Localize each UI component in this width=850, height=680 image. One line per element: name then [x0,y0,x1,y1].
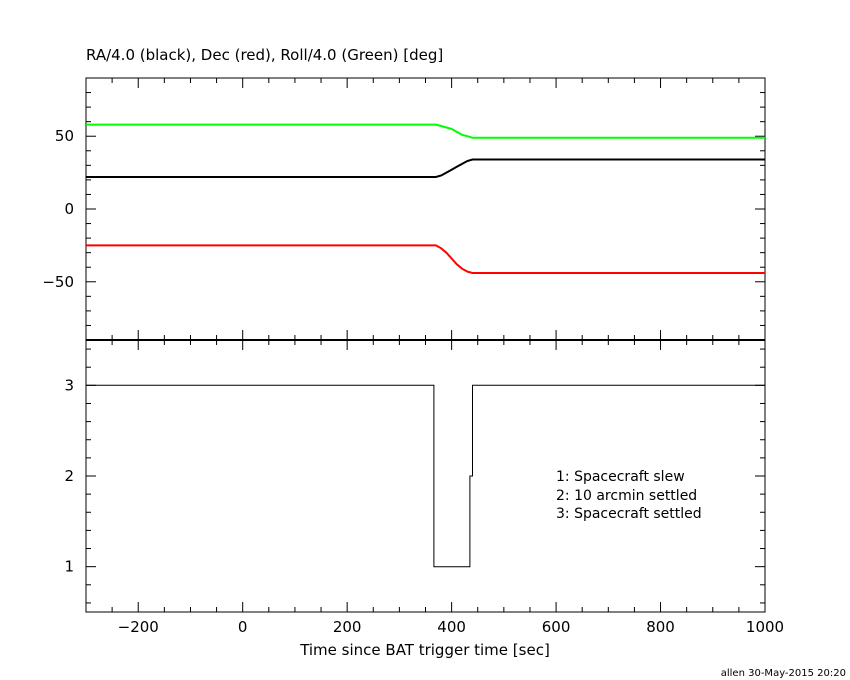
top-y-tick-label: 50 [55,127,74,145]
legend-entry-slew: 1: Spacecraft slew [556,469,685,485]
footer-timestamp: allen 30-May-2015 20:20 [721,668,846,679]
top-plot-frame [85,77,766,341]
x-tick-label: −200 [118,618,159,636]
bottom-y-tick-label: 2 [64,467,74,485]
legend-entry-spacecraft-settled: 3: Spacecraft settled [556,506,702,522]
top-chart-title: RA/4.0 (black), Dec (red), Roll/4.0 (Gre… [86,46,443,64]
x-tick-label: 600 [542,618,571,636]
x-tick-label: 0 [238,618,248,636]
top-y-tick-label: −50 [42,273,74,291]
top-series-line-1 [86,244,765,274]
x-tick-label: 800 [646,618,675,636]
x-tick-label: 1000 [746,618,784,636]
x-tick-label: 200 [333,618,362,636]
top-y-tick-label: 0 [64,200,74,218]
legend-entry-10-arcmin-settled: 2: 10 arcmin settled [556,488,697,504]
bottom-series-line-0 [86,384,766,568]
top-panel: −50 0 50 [42,77,766,341]
x-axis-label: Time since BAT trigger time [sec] [299,641,550,659]
bottom-y-tick-label: 1 [64,558,74,576]
top-series-line-0 [86,158,765,178]
bottom-y-tick-label: 3 [64,376,74,394]
top-series-line-2 [86,123,765,139]
x-tick-label: 400 [437,618,466,636]
